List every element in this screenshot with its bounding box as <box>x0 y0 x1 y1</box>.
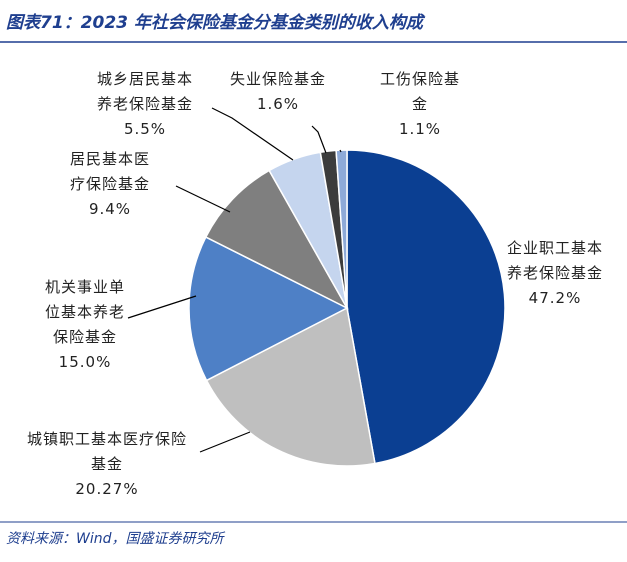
value-label: 20.27% <box>75 480 139 498</box>
slice-label: 失业保险基金 1.6% <box>227 67 329 117</box>
value-label: 9.4% <box>88 200 132 218</box>
leader-line <box>127 295 197 319</box>
leader-line <box>211 107 294 161</box>
pie-slice <box>204 169 349 310</box>
source-note: 资料来源：Wind，国盛证券研究所 <box>6 531 224 547</box>
category-label: 失业保险基金 <box>229 70 326 88</box>
slice-label: 企业职工基本养老保险基金 47.2% <box>505 236 605 311</box>
category-label: 居民基本医疗保险基金 <box>69 150 150 193</box>
category-label: 工伤保险基金 <box>379 70 460 113</box>
value-label: 15.0% <box>58 353 112 371</box>
leader-line <box>311 125 327 154</box>
chart-title: 图表71：2023 年社会保险基金分基金类别的收入构成 <box>6 13 423 33</box>
category-label: 城乡居民基本养老保险基金 <box>96 70 193 113</box>
slice-label: 机关事业单位基本养老保险基金 15.0% <box>42 275 128 375</box>
value-label: 1.6% <box>256 95 300 113</box>
value-label: 5.5% <box>123 120 167 138</box>
pie <box>188 149 506 467</box>
leader-line <box>175 185 231 213</box>
leader-lines <box>127 107 342 453</box>
slice-label: 城镇职工基本医疗保险基金 20.27% <box>24 427 190 502</box>
pie-slice <box>346 149 506 465</box>
value-label: 47.2% <box>528 289 582 307</box>
leader-line <box>199 431 251 453</box>
category-label: 机关事业单位基本养老保险基金 <box>44 278 125 346</box>
slice-label: 城乡居民基本养老保险基金 5.5% <box>94 67 196 142</box>
pie-slice <box>335 149 348 309</box>
slice-label: 居民基本医疗保险基金 9.4% <box>67 147 153 222</box>
category-label: 城镇职工基本医疗保险基金 <box>26 430 187 473</box>
pie-slice <box>188 236 349 382</box>
pie-slice <box>205 306 376 467</box>
slice-label: 工伤保险基金 1.1% <box>377 67 463 142</box>
value-label: 1.1% <box>398 120 442 138</box>
leader-line <box>339 149 342 153</box>
category-label: 企业职工基本养老保险基金 <box>506 239 603 282</box>
